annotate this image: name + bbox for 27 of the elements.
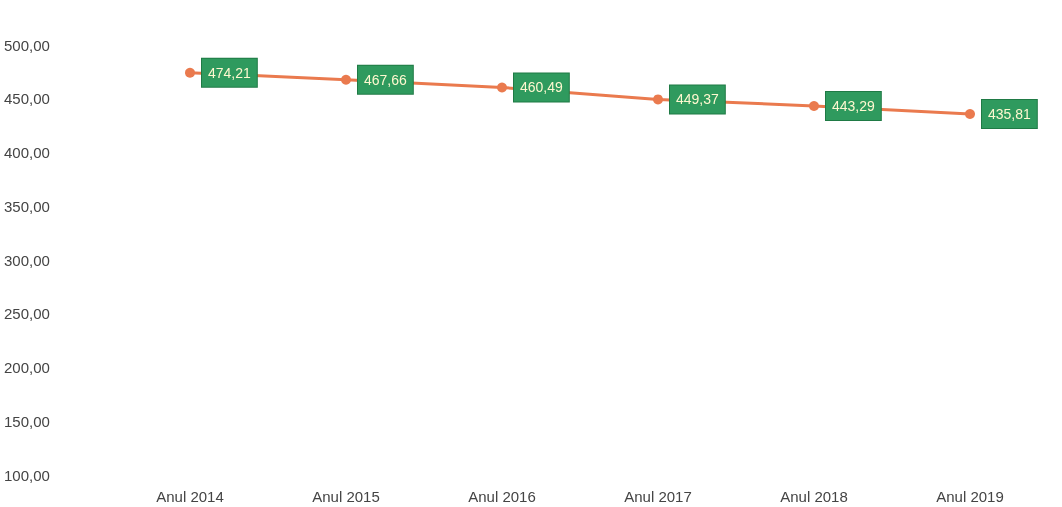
point bbox=[653, 94, 663, 105]
y-tick-label: 500,00 bbox=[4, 36, 50, 54]
data-label: 449,37 bbox=[676, 91, 720, 108]
x-tick-label: Anul 2018 bbox=[780, 488, 848, 505]
data-label: 474,21 bbox=[208, 64, 252, 81]
x-tick-label: Anul 2017 bbox=[624, 488, 692, 505]
data-label: 460,49 bbox=[520, 79, 564, 96]
y-tick-label: 150,00 bbox=[4, 412, 50, 430]
point bbox=[809, 100, 819, 111]
x-tick-label: Anul 2016 bbox=[468, 488, 536, 505]
data-label: 435,81 bbox=[988, 106, 1032, 122]
y-tick-label: 400,00 bbox=[4, 144, 50, 161]
point bbox=[185, 67, 195, 78]
y-tick-label: 100,00 bbox=[4, 466, 50, 484]
point bbox=[965, 109, 975, 119]
data-label: 443,29 bbox=[832, 97, 876, 114]
y-tick-label: 200,00 bbox=[4, 359, 50, 376]
point bbox=[497, 82, 507, 93]
x-tick-label: Anul 2019 bbox=[936, 488, 1004, 505]
data-label: 467,66 bbox=[364, 71, 408, 88]
y-tick-label: 450,00 bbox=[4, 90, 50, 108]
y-tick-label: 350,00 bbox=[4, 197, 50, 215]
point bbox=[341, 74, 351, 85]
y-tick-label: 300,00 bbox=[4, 251, 50, 269]
y-tick-label: 250,00 bbox=[4, 305, 50, 323]
x-tick-label: Anul 2014 bbox=[156, 488, 224, 505]
x-tick-label: Anul 2015 bbox=[312, 488, 380, 505]
